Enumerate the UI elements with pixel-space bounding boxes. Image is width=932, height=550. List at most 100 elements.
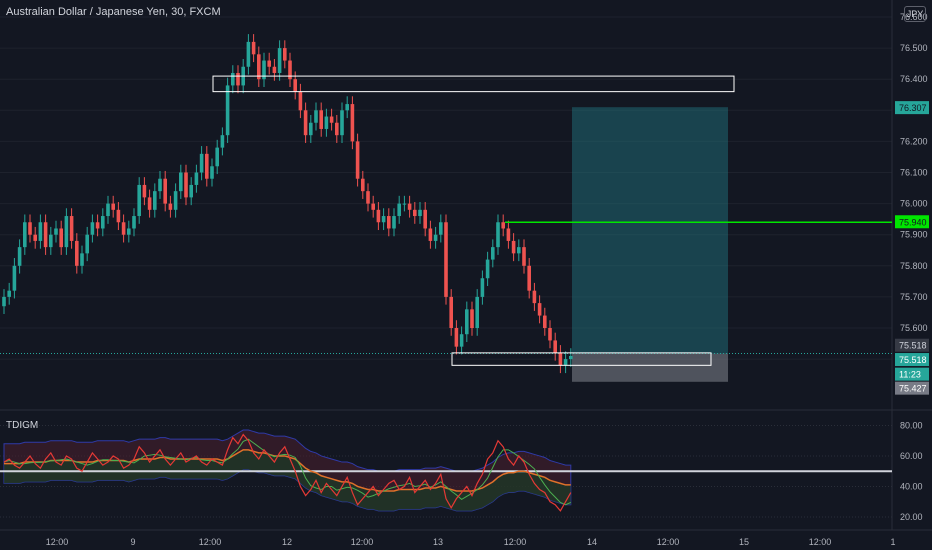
- candle-body[interactable]: [205, 153, 209, 179]
- candle-body[interactable]: [569, 355, 573, 360]
- candle-body[interactable]: [90, 222, 95, 235]
- candle-body[interactable]: [423, 209, 427, 229]
- candle-body[interactable]: [231, 72, 235, 86]
- candle-body[interactable]: [381, 216, 386, 223]
- candle-body[interactable]: [179, 172, 183, 192]
- candle-body[interactable]: [366, 191, 370, 204]
- candle-body[interactable]: [17, 247, 22, 266]
- candle-body[interactable]: [142, 184, 147, 198]
- candle-body[interactable]: [80, 253, 84, 266]
- candle-body[interactable]: [371, 203, 375, 210]
- candle-body[interactable]: [543, 315, 547, 328]
- candle-body[interactable]: [194, 172, 199, 185]
- candle-body[interactable]: [355, 141, 360, 179]
- candle-body[interactable]: [309, 122, 313, 136]
- candle-body[interactable]: [147, 197, 152, 210]
- candle-body[interactable]: [267, 60, 271, 67]
- candle-body[interactable]: [215, 147, 219, 167]
- candle-body[interactable]: [262, 60, 266, 80]
- candle-body[interactable]: [121, 222, 126, 235]
- candle-body[interactable]: [137, 184, 141, 217]
- candle-body[interactable]: [439, 222, 443, 235]
- candle-body[interactable]: [64, 216, 69, 248]
- candle-body[interactable]: [345, 104, 349, 111]
- candle-body[interactable]: [101, 216, 105, 229]
- candle-body[interactable]: [111, 203, 115, 210]
- candle-body[interactable]: [7, 290, 11, 297]
- candle-body[interactable]: [553, 340, 557, 353]
- candle-body[interactable]: [288, 60, 292, 80]
- candle-body[interactable]: [511, 240, 516, 254]
- candle-body[interactable]: [558, 352, 563, 366]
- candle-body[interactable]: [496, 222, 500, 248]
- candle-body[interactable]: [428, 228, 433, 241]
- candle-body[interactable]: [387, 216, 391, 229]
- candle-body[interactable]: [277, 48, 282, 73]
- candle-body[interactable]: [350, 104, 355, 142]
- candle-body[interactable]: [168, 203, 173, 210]
- candle-body[interactable]: [220, 135, 225, 148]
- candle-body[interactable]: [548, 328, 552, 341]
- candle-body[interactable]: [335, 122, 339, 136]
- candle-body[interactable]: [298, 91, 303, 111]
- candle-body[interactable]: [43, 222, 48, 248]
- candle-body[interactable]: [251, 41, 256, 55]
- candle-body[interactable]: [158, 178, 162, 192]
- candle-body[interactable]: [173, 191, 178, 210]
- candle-body[interactable]: [563, 359, 568, 366]
- candle-body[interactable]: [132, 216, 136, 229]
- candle-body[interactable]: [340, 110, 344, 136]
- candle-body[interactable]: [38, 222, 43, 241]
- candle-body[interactable]: [189, 184, 193, 198]
- support-box[interactable]: [451, 352, 712, 366]
- candle-body[interactable]: [225, 85, 230, 136]
- candle-body[interactable]: [532, 290, 537, 304]
- candle-body[interactable]: [23, 222, 27, 248]
- candle-body[interactable]: [506, 228, 511, 241]
- candle-body[interactable]: [485, 259, 490, 279]
- candle-body[interactable]: [397, 203, 401, 217]
- candle-body[interactable]: [303, 110, 308, 136]
- candle-body[interactable]: [459, 334, 464, 347]
- candle-body[interactable]: [319, 110, 323, 129]
- candle-body[interactable]: [246, 41, 251, 67]
- candle-body[interactable]: [324, 116, 329, 129]
- candle-body[interactable]: [199, 153, 204, 173]
- resistance-box[interactable]: [212, 75, 735, 93]
- candle-body[interactable]: [444, 222, 448, 297]
- candle-body[interactable]: [522, 247, 526, 266]
- candle-body[interactable]: [75, 240, 79, 266]
- candle-body[interactable]: [116, 209, 121, 223]
- candle-body[interactable]: [85, 234, 89, 254]
- candle-body[interactable]: [106, 203, 110, 217]
- candle-body[interactable]: [272, 66, 277, 73]
- candle-body[interactable]: [12, 265, 17, 291]
- candle-body[interactable]: [184, 172, 188, 198]
- candle-body[interactable]: [537, 303, 542, 316]
- candle-body[interactable]: [418, 209, 422, 217]
- candle-body[interactable]: [376, 209, 381, 223]
- candle-body[interactable]: [210, 166, 214, 179]
- candle-body[interactable]: [283, 48, 287, 61]
- currency-label[interactable]: JPY: [904, 6, 926, 22]
- position-target-zone[interactable]: [572, 107, 728, 354]
- candle-body[interactable]: [2, 296, 6, 307]
- candle-body[interactable]: [449, 296, 453, 328]
- candle-body[interactable]: [153, 191, 157, 210]
- candle-body[interactable]: [465, 309, 469, 335]
- candle-body[interactable]: [392, 216, 396, 229]
- candle-body[interactable]: [480, 278, 485, 297]
- candle-body[interactable]: [329, 116, 334, 123]
- candle-body[interactable]: [491, 247, 495, 260]
- candle-body[interactable]: [501, 222, 505, 229]
- candle-body[interactable]: [475, 296, 479, 328]
- candle-body[interactable]: [257, 54, 261, 80]
- candle-body[interactable]: [407, 203, 412, 210]
- candle-body[interactable]: [33, 234, 37, 241]
- position-stop-zone[interactable]: [572, 353, 728, 382]
- candle-body[interactable]: [454, 328, 459, 347]
- candle-body[interactable]: [54, 228, 58, 235]
- candle-body[interactable]: [28, 222, 32, 235]
- candle-body[interactable]: [517, 247, 521, 254]
- candle-body[interactable]: [59, 228, 63, 248]
